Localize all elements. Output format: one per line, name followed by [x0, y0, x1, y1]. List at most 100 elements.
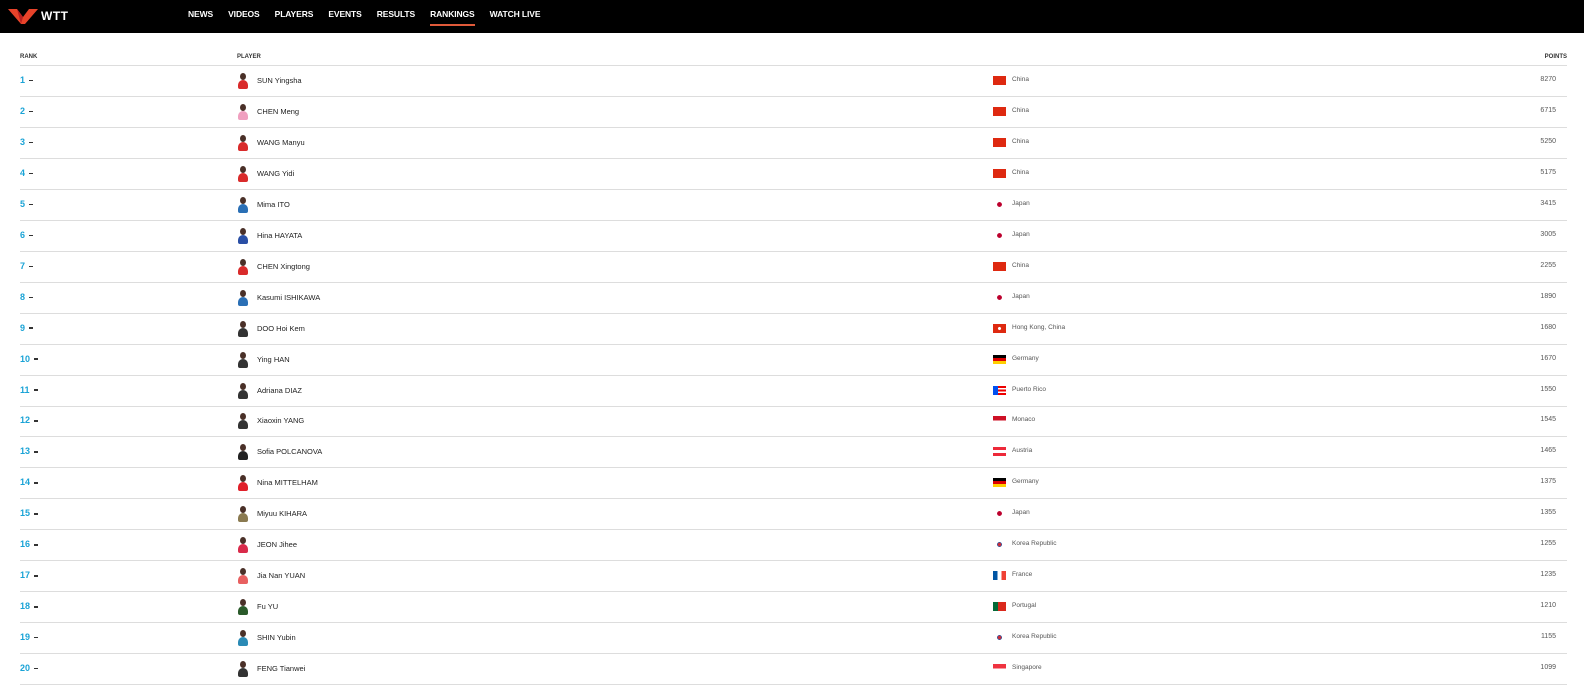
rank-value: 4: [20, 167, 26, 178]
table-row[interactable]: 14 Nina MITTELHAM Germany 1375: [20, 468, 1567, 500]
player-avatar[interactable]: [237, 196, 249, 214]
player-name[interactable]: CHEN Meng: [257, 106, 300, 116]
player-name[interactable]: Xiaoxin YANG: [257, 416, 305, 426]
player-avatar[interactable]: [237, 73, 249, 90]
nav-players[interactable]: PLAYERS: [274, 9, 314, 19]
table-row[interactable]: 12 Xiaoxin YANG Monaco 1545: [20, 406, 1567, 438]
wtt-logo[interactable]: WTT: [8, 7, 69, 24]
player-avatar[interactable]: [237, 506, 249, 523]
table-row[interactable]: 13 Sofia POLCANOVA Austria 1465: [20, 437, 1567, 469]
country-name: Japan: [1012, 199, 1030, 207]
player-avatar[interactable]: [237, 599, 249, 616]
player-name[interactable]: Ying HAN: [257, 354, 290, 364]
table-row[interactable]: 10 Ying HAN Germany 1670: [20, 345, 1567, 376]
player-name[interactable]: WANG Yidi: [257, 168, 295, 178]
player-avatar[interactable]: [237, 661, 249, 678]
avatar-body: [238, 203, 248, 213]
table-row[interactable]: 1 SUN Yingsha China 8270: [20, 66, 1567, 97]
rank-value: 18: [20, 601, 31, 612]
nav-watch-live[interactable]: WATCH LIVE: [489, 9, 541, 19]
table-row[interactable]: 7 CHEN Xingtong China 2255: [20, 252, 1567, 283]
player-avatar[interactable]: [237, 413, 249, 430]
nav-events[interactable]: EVENTS: [328, 9, 362, 19]
player-avatar[interactable]: [237, 165, 249, 183]
table-row[interactable]: 16 JEON Jihee Korea Republic 1255: [20, 530, 1567, 562]
player-name[interactable]: Mima ITO: [257, 199, 290, 209]
nav-rankings[interactable]: RANKINGS: [430, 0, 475, 33]
player-name[interactable]: JEON Jihee: [257, 540, 298, 550]
cn-flag-icon: [993, 106, 1006, 116]
player-name[interactable]: Nina MITTELHAM: [257, 478, 318, 488]
player-avatar[interactable]: [237, 351, 249, 369]
avatar-head: [240, 320, 246, 328]
table-row[interactable]: 17 Jia Nan YUAN France 1235: [20, 561, 1567, 593]
table-row[interactable]: 11 Adriana DIAZ Puerto Rico 1550: [20, 376, 1567, 407]
player-avatar[interactable]: [237, 258, 249, 276]
rank-change-dash-icon: [29, 203, 34, 206]
avatar-head: [240, 165, 246, 173]
rank-number: 11: [20, 385, 38, 395]
player-avatar[interactable]: [237, 320, 249, 338]
rank-value: 3: [20, 136, 26, 147]
player-name[interactable]: Jia Nan YUAN: [257, 571, 306, 581]
player-avatar[interactable]: [237, 227, 249, 245]
table-row[interactable]: 6 Hina HAYATA Japan 3005: [20, 221, 1567, 252]
points-value: 1890: [1540, 292, 1556, 300]
top-navigation-bar: WTT NEWS VIDEOS PLAYERS EVENTS RESULTS RANKIN…: [0, 0, 1584, 33]
rank-change-dash-icon: [34, 513, 39, 515]
player-avatar[interactable]: [237, 630, 249, 647]
player-avatar[interactable]: [237, 103, 249, 121]
player-avatar[interactable]: [237, 382, 249, 400]
player-avatar[interactable]: [237, 475, 249, 492]
nav-news[interactable]: NEWS: [188, 9, 214, 19]
player-name[interactable]: Hina HAYATA: [257, 230, 303, 240]
player-name[interactable]: Sofia POLCANOVA: [257, 447, 323, 457]
player-avatar[interactable]: [237, 444, 249, 461]
player-name[interactable]: SUN Yingsha: [257, 76, 302, 85]
avatar-body: [238, 668, 248, 678]
table-row[interactable]: 4 WANG Yidi China 5175: [20, 159, 1567, 190]
avatar-body: [238, 234, 248, 244]
table-row[interactable]: 18 Fu YU Portugal 1210: [20, 592, 1567, 624]
table-row[interactable]: 2 CHEN Meng China 6715: [20, 97, 1567, 128]
table-row[interactable]: 5 Mima ITO Japan 3415: [20, 190, 1567, 221]
player-avatar[interactable]: [237, 289, 249, 307]
player-name[interactable]: FENG Tianwei: [257, 664, 306, 674]
country-name: Japan: [1012, 230, 1030, 238]
avatar-head: [240, 351, 246, 359]
player-name[interactable]: DOO Hoi Kem: [257, 323, 305, 333]
points-value: 3005: [1540, 230, 1556, 238]
nav-results[interactable]: RESULTS: [376, 9, 416, 19]
nav-videos[interactable]: VIDEOS: [228, 9, 260, 19]
player-name[interactable]: Fu YU: [257, 602, 279, 612]
player-name[interactable]: SHIN Yubin: [257, 633, 296, 643]
cn-flag-icon: [993, 76, 1006, 85]
rank-value: 10: [20, 353, 31, 364]
table-row[interactable]: 8 Kasumi ISHIKAWA Japan 1890: [20, 283, 1567, 314]
player-name[interactable]: Adriana DIAZ: [257, 385, 303, 395]
avatar-head: [240, 630, 246, 638]
table-row[interactable]: 15 Miyuu KIHARA Japan 1355: [20, 499, 1567, 531]
table-row[interactable]: 19 SHIN Yubin Korea Republic 1155: [20, 623, 1567, 655]
player-name[interactable]: CHEN Xingtong: [257, 261, 310, 271]
player-avatar[interactable]: [237, 537, 249, 554]
player-name[interactable]: Miyuu KIHARA: [257, 509, 308, 519]
player-avatar[interactable]: [237, 134, 249, 152]
points-value: 1155: [1540, 633, 1556, 641]
avatar-head: [240, 258, 246, 266]
avatar-body: [238, 265, 248, 275]
points-value: 1550: [1540, 385, 1556, 393]
rank-value: 2: [20, 105, 26, 116]
table-row[interactable]: 9 DOO Hoi Kem Hong Kong, China 1680: [20, 314, 1567, 345]
table-row[interactable]: 20 FENG Tianwei Singapore 1099: [20, 654, 1567, 686]
rank-number: 17: [20, 570, 39, 580]
avatar-head: [240, 134, 246, 142]
points-value: 1355: [1540, 509, 1556, 517]
rank-change-dash-icon: [34, 606, 39, 608]
player-name[interactable]: Kasumi ISHIKAWA: [257, 292, 321, 302]
table-row[interactable]: 3 WANG Manyu China 5250: [20, 128, 1567, 159]
points-value: 1099: [1540, 664, 1556, 672]
avatar-body: [238, 296, 248, 306]
player-name[interactable]: WANG Manyu: [257, 137, 305, 147]
player-avatar[interactable]: [237, 568, 249, 585]
